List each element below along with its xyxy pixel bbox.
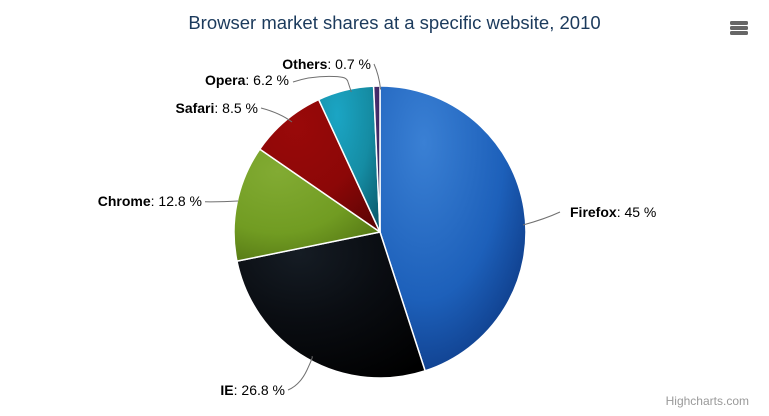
svg-text:Firefox: 45 %: Firefox: 45 %: [570, 204, 656, 220]
svg-text:Opera: 6.2 %: Opera: 6.2 %: [205, 72, 289, 88]
svg-text:Others: 0.7 %: Others: 0.7 %: [282, 56, 371, 72]
svg-text:Safari: 8.5 %: Safari: 8.5 %: [175, 100, 258, 116]
svg-text:Chrome: 12.8 %: Chrome: 12.8 %: [98, 193, 202, 209]
svg-text:IE: 26.8 %: IE: 26.8 %: [220, 382, 285, 398]
